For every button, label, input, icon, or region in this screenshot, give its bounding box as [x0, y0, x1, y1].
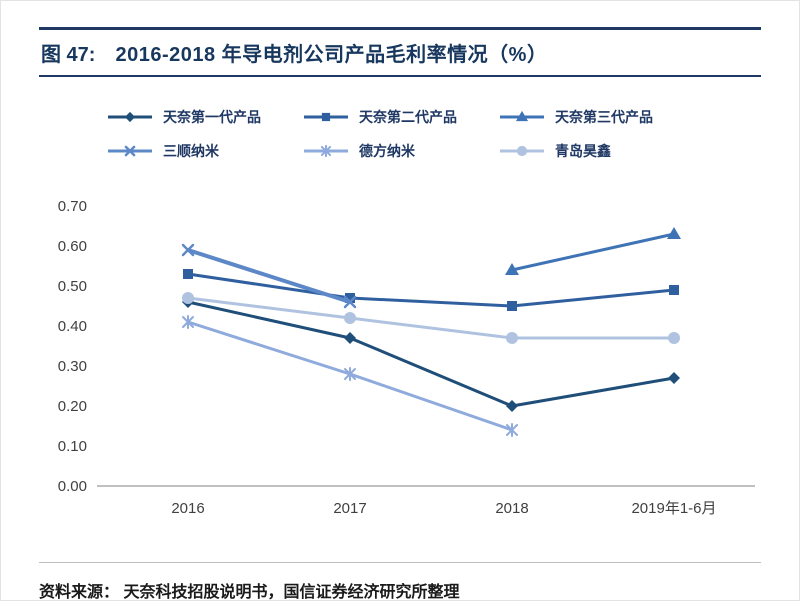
y-axis-tick-label: 0.30: [58, 358, 87, 375]
legend-item: 德方纳米: [302, 141, 498, 161]
x-axis-tick-label: 2017: [333, 500, 366, 517]
y-axis-tick-label: 0.00: [58, 478, 87, 495]
legend-label: 三顺纳米: [163, 143, 219, 159]
y-axis-tick-label: 0.60: [58, 238, 87, 255]
series-line: [510, 232, 676, 272]
legend-label: 天奈第三代产品: [555, 109, 653, 125]
y-axis-tick-label: 0.20: [58, 398, 87, 415]
x-axis-tick-label: 2019年1-6月: [631, 500, 716, 517]
source-text: 资料来源： 天奈科技招股说明书，国信证券经济研究所整理: [39, 584, 460, 601]
legend-item: 天奈第二代产品: [302, 107, 498, 127]
asterisk-marker-icon: [304, 144, 348, 158]
figure-footer: 资料来源： 天奈科技招股说明书，国信证券经济研究所整理: [39, 562, 761, 601]
triangle-marker: [515, 110, 529, 122]
legend-label: 青岛昊鑫: [555, 143, 611, 159]
diamond-marker: [124, 111, 136, 123]
asterisk-marker: [320, 144, 332, 158]
figure-header: 图 47: 2016-2018 年导电剂公司产品毛利率情况（%）: [39, 27, 761, 77]
legend-label: 德方纳米: [359, 143, 415, 159]
legend-item: 青岛昊鑫: [498, 141, 694, 161]
legend-item: 天奈第三代产品: [498, 107, 694, 127]
y-axis-tick-label: 0.70: [58, 198, 87, 215]
legend-item: 天奈第一代产品: [106, 107, 302, 127]
triangle-marker: [505, 263, 519, 275]
x-axis-tick-label: 2016: [171, 500, 204, 517]
x-marker: [181, 243, 195, 257]
circle-marker: [516, 145, 528, 157]
x-axis-tick-label: 2018: [495, 500, 528, 517]
triangle-marker: [667, 227, 681, 239]
y-axis-tick-label: 0.40: [58, 318, 87, 335]
circle-marker: [344, 312, 356, 324]
asterisk-marker: [182, 315, 194, 329]
square-marker: [321, 112, 331, 122]
square-marker: [507, 301, 517, 311]
y-axis-tick-label: 0.50: [58, 278, 87, 295]
y-axis-tick-label: 0.10: [58, 438, 87, 455]
legend-label: 天奈第二代产品: [359, 109, 457, 125]
x-marker-icon: [108, 145, 152, 157]
circle-marker: [668, 332, 680, 344]
asterisk-marker: [344, 367, 356, 381]
square-marker-icon: [304, 112, 348, 122]
legend-label: 天奈第一代产品: [163, 109, 261, 125]
legend-item: 三顺纳米: [106, 141, 302, 161]
series-line: [186, 300, 676, 408]
series-line: [186, 296, 676, 340]
chart-legend: 天奈第一代产品 天奈第二代产品 天奈第三代产品三顺纳米 德方纳米 青岛昊鑫: [39, 107, 761, 161]
series-line: [186, 248, 352, 304]
diamond-marker: [506, 400, 518, 412]
x-marker: [124, 145, 136, 157]
circle-marker: [182, 292, 194, 304]
square-marker: [183, 269, 193, 279]
circle-marker-icon: [500, 145, 544, 157]
diamond-marker: [668, 372, 680, 384]
gross-margin-line-chart: 0.00 0.10 0.20 0.30 0.40 0.50 0.60 0.70 2016 2017…: [58, 198, 755, 517]
asterisk-marker: [506, 423, 518, 437]
square-marker: [345, 293, 355, 303]
diamond-marker: [344, 332, 356, 344]
chart-title: 2016-2018 年导电剂公司产品毛利率情况（%）: [115, 44, 548, 66]
figure-number-label: 图 47:: [41, 44, 96, 66]
legend-row: 三顺纳米 德方纳米 青岛昊鑫: [39, 141, 761, 161]
x-marker: [343, 295, 357, 309]
legend-row: 天奈第一代产品 天奈第二代产品 天奈第三代产品: [39, 107, 761, 127]
circle-marker: [506, 332, 518, 344]
series-line: [186, 272, 676, 308]
square-marker: [669, 285, 679, 295]
triangle-marker-icon: [500, 110, 544, 122]
diamond-marker-icon: [108, 111, 152, 123]
